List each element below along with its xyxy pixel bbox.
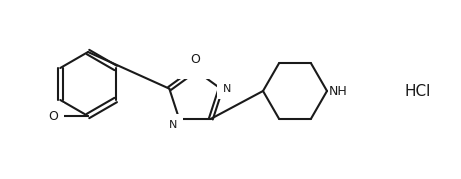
- Text: HCl: HCl: [405, 83, 431, 98]
- Text: N: N: [223, 84, 231, 94]
- Text: NH: NH: [329, 84, 348, 98]
- Text: O: O: [48, 110, 58, 122]
- Text: N: N: [169, 120, 177, 130]
- Text: O: O: [190, 53, 200, 66]
